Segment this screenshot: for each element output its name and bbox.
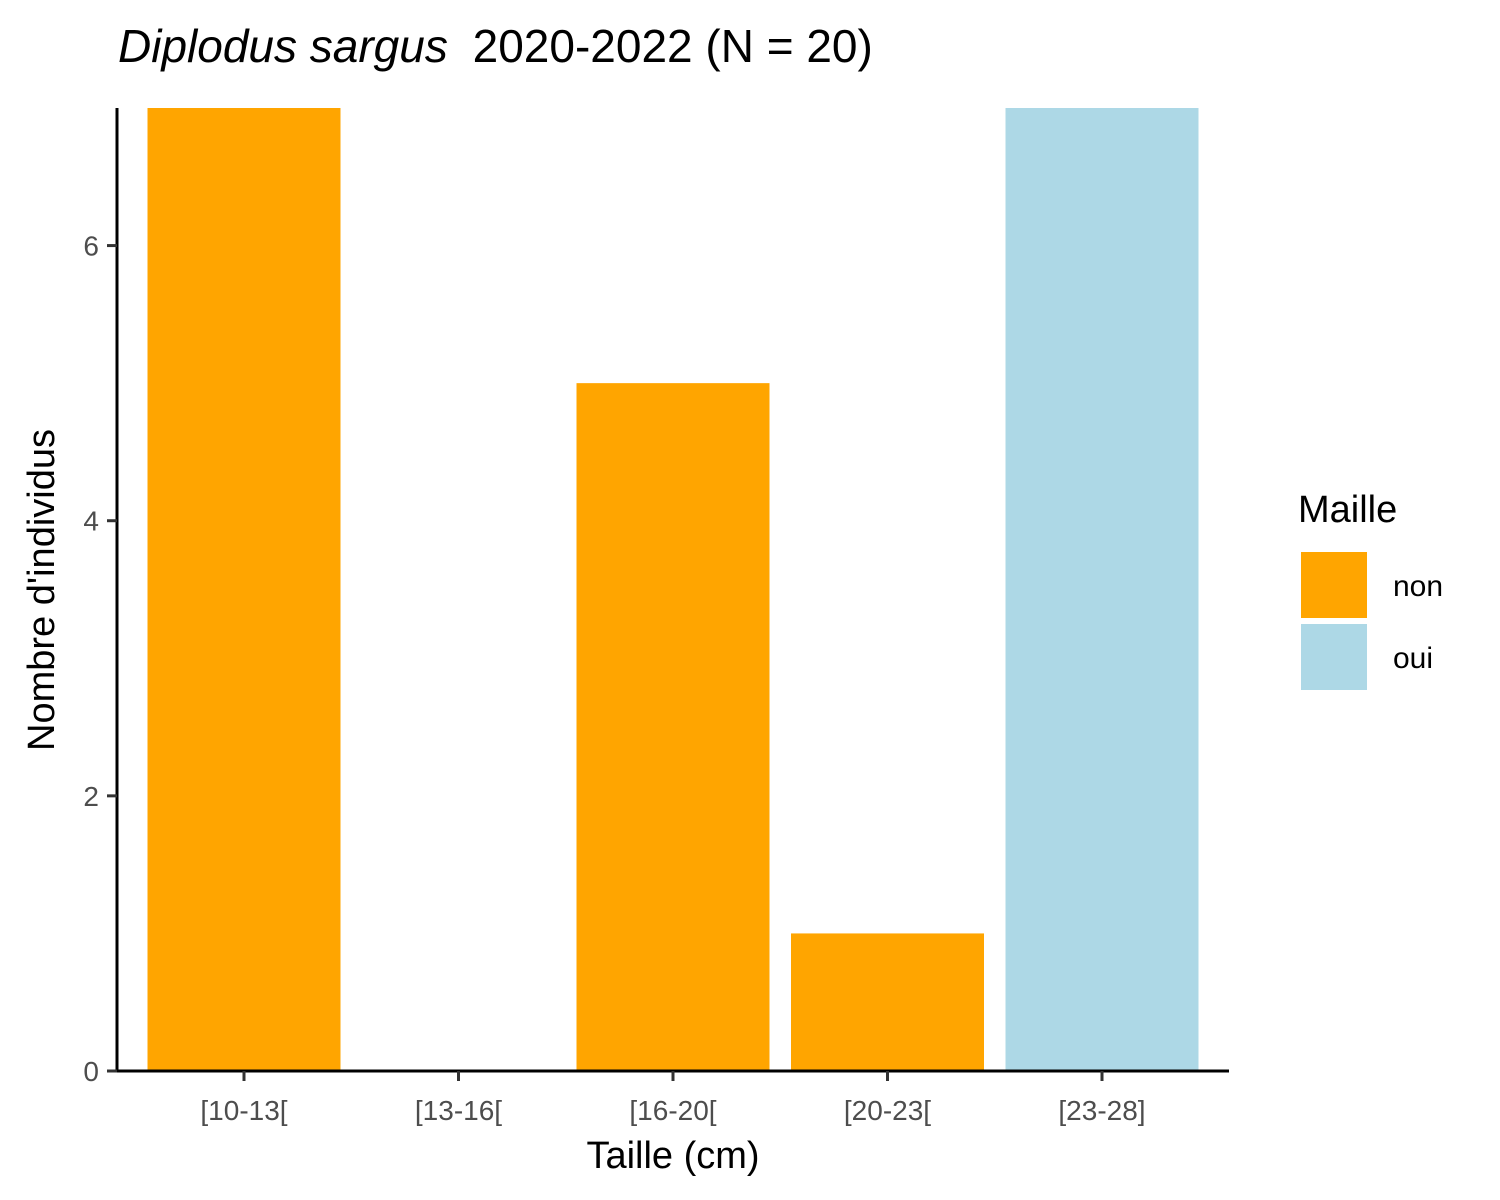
- y-tick-label: 2: [83, 781, 99, 812]
- y-tick-label: 4: [83, 506, 99, 537]
- x-ticks-group: [10-13[ [13-16[ [16-20[ [20-23[ [23-28]: [200, 1071, 1146, 1126]
- bar-3: [576, 383, 770, 1072]
- bar-1: [147, 108, 341, 1071]
- legend: Maille non oui: [1298, 489, 1443, 690]
- y-ticks-group: 0 2 4 6: [83, 231, 117, 1087]
- x-tick-label: [16-20[: [629, 1095, 716, 1126]
- bar-4: [791, 933, 984, 1071]
- legend-swatch-non: [1301, 552, 1367, 618]
- x-tick-label: [10-13[: [200, 1095, 287, 1126]
- legend-label-oui: oui: [1393, 642, 1433, 675]
- legend-title: Maille: [1298, 489, 1397, 531]
- x-axis-title: Taille (cm): [586, 1135, 759, 1177]
- legend-swatch-oui: [1301, 624, 1367, 690]
- x-tick-label: [13-16[: [415, 1095, 502, 1126]
- x-tick-label: [23-28]: [1058, 1095, 1145, 1126]
- bar-5: [1005, 108, 1199, 1071]
- bars-group: [147, 108, 1199, 1072]
- y-axis-title: Nombre d'individus: [21, 429, 63, 751]
- chart-title: Diplodus sargus 2020-2022 (N = 20): [118, 20, 873, 72]
- x-tick-label: [20-23[: [844, 1095, 931, 1126]
- chart-title-species: Diplodus sargus: [118, 20, 448, 72]
- y-tick-label: 0: [83, 1056, 99, 1087]
- y-tick-label: 6: [83, 231, 99, 262]
- legend-label-non: non: [1393, 570, 1443, 603]
- chart-title-period: 2020-2022 (N = 20): [473, 20, 873, 72]
